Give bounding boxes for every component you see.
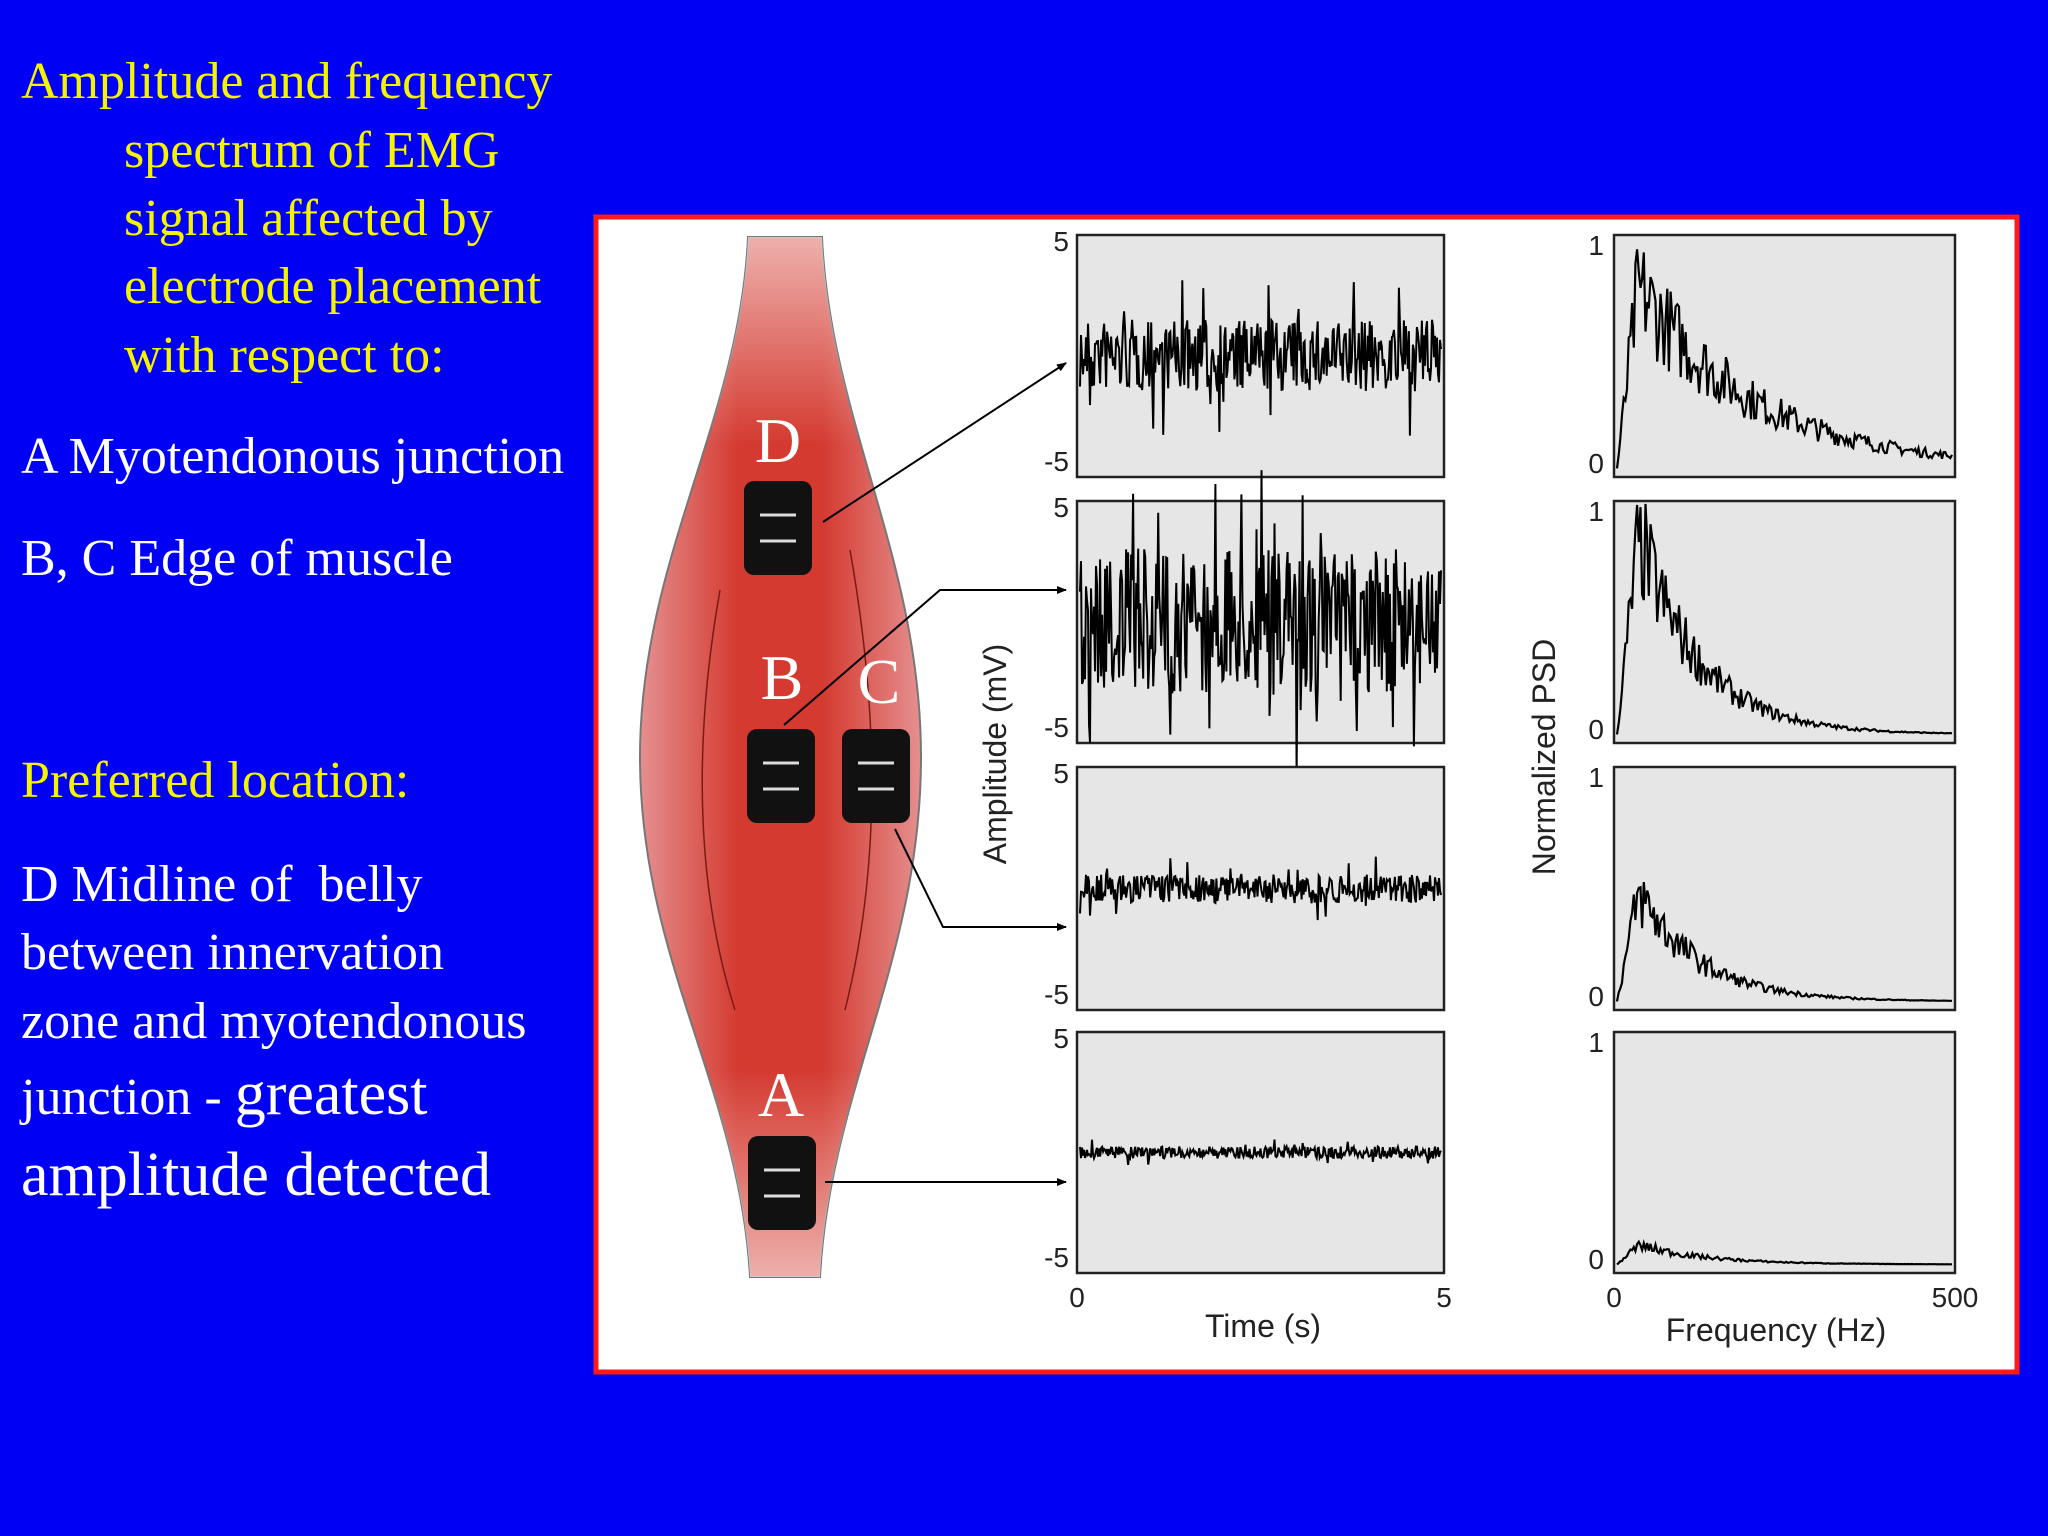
psd-panel (1612, 1030, 1957, 1275)
x-axis-label: Time (s) (1205, 1308, 1321, 1344)
item: B, C Edge of muscle (21, 530, 453, 587)
preferred-heading: Preferred location: (21, 752, 409, 809)
emg-trace (1079, 280, 1442, 436)
emg-trace (1079, 856, 1442, 921)
psd-panel (1612, 499, 1957, 745)
arrow (822, 362, 1067, 523)
y-tick-label: 0 (1588, 714, 1604, 745)
y-tick-label: 0 (1588, 1244, 1604, 1275)
emg-trace (1079, 470, 1442, 776)
emphasis: amplitude detected (21, 1141, 491, 1209)
emg-trace (1079, 1139, 1442, 1166)
x-tick-label: 500 (1932, 1282, 1979, 1313)
y-tick-label: 5 (1053, 226, 1069, 257)
x-tick-label: 5 (1436, 1282, 1452, 1313)
psd-trace (1616, 1238, 1952, 1266)
psd-panel (1612, 765, 1957, 1012)
y-tick-label: -5 (1044, 446, 1069, 477)
psd-trace (1615, 503, 1953, 735)
y-tick-label: 5 (1053, 1023, 1069, 1054)
electrode (747, 729, 815, 823)
electrode-label: C (858, 646, 901, 717)
electrode-label: B (761, 642, 804, 713)
psd-trace (1615, 882, 1953, 1002)
electrode (744, 481, 812, 575)
preferred-line: between innervation (21, 924, 444, 981)
x-axis-label: Frequency (Hz) (1666, 1312, 1887, 1348)
preferred-line-part: junction - (19, 1069, 235, 1126)
heading-line: Amplitude and frequency (21, 53, 552, 110)
y-tick-label: 5 (1053, 492, 1069, 523)
electrode-label: D (755, 405, 801, 476)
emphasis: greatest (235, 1060, 428, 1128)
muscle-fiber (701, 589, 736, 1011)
preferred-line: junction - greatest (19, 1060, 428, 1128)
heading-line: electrode placement (124, 258, 542, 315)
y-tick-label: 1 (1588, 496, 1604, 527)
preferred-line: D Midline of belly (21, 856, 423, 913)
y-tick-label: 1 (1588, 1027, 1604, 1058)
y-tick-label: 1 (1588, 762, 1604, 793)
y-tick-label: 1 (1588, 230, 1604, 261)
y-tick-label: -5 (1044, 712, 1069, 743)
y-tick-label: 0 (1588, 448, 1604, 479)
electrode (842, 729, 910, 823)
y-tick-label: 0 (1588, 981, 1604, 1012)
arrow (894, 828, 1067, 931)
y-axis-label: Amplitude (mV) (977, 644, 1013, 865)
psd-panel (1612, 233, 1957, 479)
heading-line: with respect to: (124, 327, 445, 384)
item: A Myotendonous junction (21, 428, 564, 485)
heading-line: signal affected by (124, 190, 493, 247)
arrow (783, 586, 1067, 726)
y-tick-label: -5 (1044, 1242, 1069, 1273)
preferred-line: zone and myotendonous (21, 993, 526, 1050)
electrode-label: A (758, 1059, 804, 1130)
y-axis-label: Normalized PSD (1526, 639, 1562, 876)
y-tick-label: -5 (1044, 979, 1069, 1010)
psd-trace (1615, 249, 1953, 469)
heading-line: spectrum of EMG (124, 122, 499, 179)
x-tick-label: 0 (1606, 1282, 1622, 1313)
x-tick-label: 0 (1069, 1282, 1085, 1313)
y-tick-label: 5 (1053, 758, 1069, 789)
electrode (748, 1136, 816, 1230)
